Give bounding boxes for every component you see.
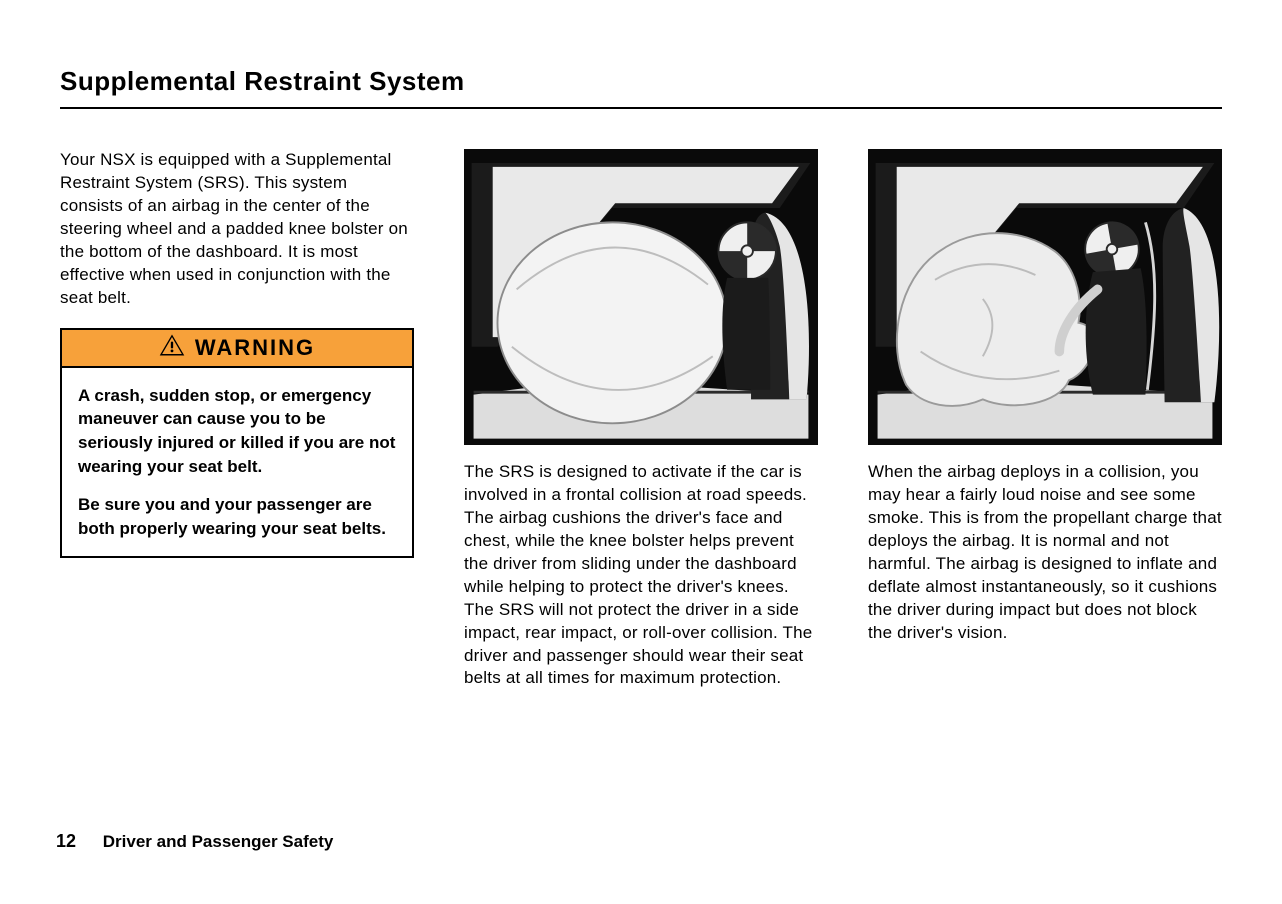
warning-label: WARNING [195, 335, 315, 361]
airbag-inflated-figure [464, 149, 818, 445]
warning-box: WARNING A crash, sudden stop, or emergen… [60, 328, 414, 559]
columns: Your NSX is equipped with a Supple­menta… [60, 149, 1222, 690]
warning-triangle-icon [159, 334, 185, 362]
page-footer: 12 Driver and Passenger Safety [56, 831, 333, 852]
warning-body: A crash, sudden stop, or emergency maneu… [62, 368, 412, 557]
title-rule [60, 107, 1222, 109]
warning-header: WARNING [62, 330, 412, 368]
airbag-deflating-figure [868, 149, 1222, 445]
column-2-body: The SRS is designed to activate if the c… [464, 461, 818, 690]
column-1: Your NSX is equipped with a Supple­menta… [60, 149, 414, 558]
page-title: Supplemental Restraint System [60, 66, 1222, 97]
warning-paragraph-2: Be sure you and your passen­ger are both… [78, 493, 396, 541]
page-number: 12 [56, 831, 76, 851]
column-3-body: When the airbag deploys in a colli­sion,… [868, 461, 1222, 645]
manual-page: Supplemental Restraint System Your NSX i… [0, 0, 1282, 904]
intro-text: Your NSX is equipped with a Supple­menta… [60, 149, 414, 310]
section-name: Driver and Passenger Safety [103, 832, 334, 851]
column-3: When the airbag deploys in a colli­sion,… [868, 149, 1222, 645]
column-2: The SRS is designed to activate if the c… [464, 149, 818, 690]
warning-paragraph-1: A crash, sudden stop, or emergency maneu… [78, 384, 396, 479]
